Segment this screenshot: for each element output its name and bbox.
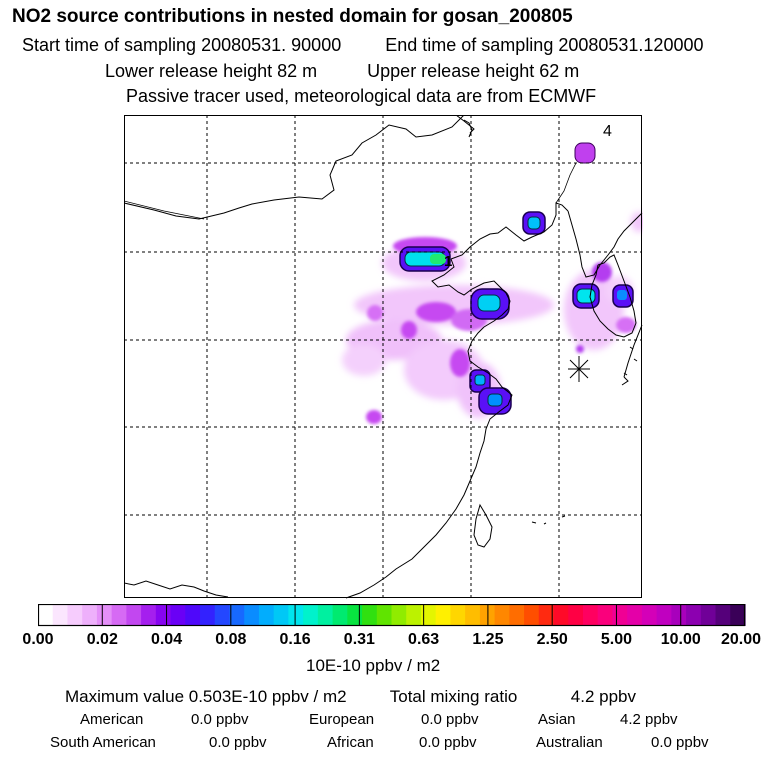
region-value: 0.0 ppbv: [209, 734, 267, 751]
maximum-value: Maximum value 0.503E-10 ppbv / m2: [65, 687, 347, 706]
color-scale-cell: [258, 604, 275, 626]
color-scale-tick-label: 0.31: [343, 631, 375, 648]
color-scale-cell: [303, 604, 319, 626]
tracer-note: Passive tracer used, meteorological data…: [126, 86, 597, 106]
hotspot-shandong: [469, 369, 512, 415]
concentration-map: 4 1: [124, 115, 643, 599]
hotspot-northeast: [522, 142, 596, 235]
color-scale-cell: [406, 604, 422, 626]
station-marker-icon: [568, 356, 590, 382]
color-scale-tick-label: 0.04: [150, 631, 183, 648]
color-scale-cell: [597, 604, 614, 626]
coastlines: [124, 115, 643, 599]
color-scale-cell: [465, 604, 481, 626]
color-scale-cell: [200, 604, 216, 626]
summary-line: Maximum value 0.503E-10 ppbv / m2 Total …: [65, 687, 636, 707]
color-scale-cell: [317, 604, 334, 626]
color-scale-cell: [347, 604, 363, 626]
hotspot-beijing: [399, 246, 451, 272]
color-scale-cell: [38, 604, 54, 626]
color-scale-cell: [671, 604, 687, 626]
color-scale-cell: [82, 604, 98, 626]
color-scale-cell: [214, 604, 231, 626]
map-frame: [124, 115, 642, 598]
region-value: 4.2 ppbv: [620, 711, 678, 728]
color-scale-cell: [126, 604, 142, 626]
color-scale-tick-label: 0.16: [279, 631, 311, 648]
color-scale-cell: [141, 604, 157, 626]
country-borders: [124, 162, 577, 220]
end-time-label: End time of sampling 20080531.120000: [385, 35, 704, 55]
color-scale-cell: [273, 604, 289, 626]
color-scale-cell: [568, 604, 584, 626]
color-scale-cell: [450, 604, 466, 626]
region-value: 0.0 ppbv: [191, 711, 249, 728]
color-scale-tick-label: 0.02: [86, 631, 118, 648]
total-mixing-label: Total mixing ratio: [389, 687, 518, 706]
color-scale-cell: [332, 604, 348, 626]
region-name: Asian: [538, 711, 576, 728]
color-scale-cell: [288, 604, 304, 626]
release-heights: Lower release height 82 m Upper release …: [105, 61, 579, 82]
lat-lon-grid: [124, 115, 642, 598]
upper-release-height: Upper release height 62 m: [367, 61, 580, 81]
color-scale-cell: [656, 604, 672, 626]
color-scale-cell: [553, 604, 569, 626]
color-scale-cell: [362, 604, 378, 626]
color-scale-tick-label: 1.25: [472, 631, 504, 648]
color-scale-tick-label: 20.00: [720, 631, 762, 648]
color-scale-cell: [641, 604, 658, 626]
region-name: South American: [50, 734, 156, 751]
color-scale-cell: [715, 604, 731, 626]
color-scale-cell: [185, 604, 201, 626]
color-scale-cell: [376, 604, 393, 626]
region-name: American: [80, 711, 144, 728]
concentration-field-mid: [366, 237, 636, 424]
color-scale-cell: [627, 604, 643, 626]
color-scale-cell: [524, 604, 540, 626]
color-scale-cell: [170, 604, 186, 626]
color-scale-bar: [38, 604, 746, 627]
region-value: 0.0 ppbv: [421, 711, 479, 728]
color-scale-tick-label: 2.50: [536, 631, 568, 648]
color-scale-cell: [435, 604, 452, 626]
color-scale-tick-label: 10.00: [660, 631, 701, 648]
color-scale-tick-label: 0.00: [22, 631, 54, 648]
region-name: African: [327, 734, 374, 751]
color-scale-cell: [582, 604, 599, 626]
color-scale-cell: [244, 604, 260, 626]
color-scale-cell: [538, 604, 555, 626]
region-name: European: [309, 711, 375, 728]
total-mixing-value: 4.2 ppbv: [570, 687, 637, 706]
color-scale-cell: [730, 604, 746, 626]
color-scale-cell: [155, 604, 172, 626]
color-scale-cell: [700, 604, 717, 626]
color-scale-cell: [686, 604, 702, 626]
color-scale-units: 10E-10 ppbv / m2: [306, 656, 441, 675]
color-scale-cell: [67, 604, 83, 626]
color-scale-tick-label: 0.08: [215, 631, 247, 648]
color-scale-tick-label: 0.63: [408, 631, 440, 648]
hotspot-dalian: [470, 288, 510, 320]
color-scale-cell: [612, 604, 628, 626]
color-scale-cell: [96, 604, 113, 626]
color-scale-cell: [111, 604, 127, 626]
region-name: Australian: [536, 734, 603, 751]
color-scale-cell: [420, 604, 437, 626]
color-scale-tick-label: 5.00: [600, 631, 633, 648]
region-value: 0.0 ppbv: [651, 734, 709, 751]
color-scale-cell: [391, 604, 407, 626]
lower-release-height: Lower release height 82 m: [105, 61, 318, 81]
color-scale-cell: [494, 604, 510, 626]
color-scale-frame: [38, 604, 746, 627]
region-value: 0.0 ppbv: [419, 734, 477, 751]
color-scale-cell: [229, 604, 245, 626]
start-time-label: Start time of sampling 20080531. 90000: [22, 35, 342, 55]
color-scale-cell: [52, 604, 69, 626]
color-scale-cell: [509, 604, 525, 626]
marker-label: 1: [444, 253, 452, 270]
plot-title: NO2 source contributions in nested domai…: [12, 6, 573, 27]
corner-label: 4: [603, 123, 612, 140]
sampling-times: Start time of sampling 20080531. 90000 E…: [22, 35, 703, 56]
